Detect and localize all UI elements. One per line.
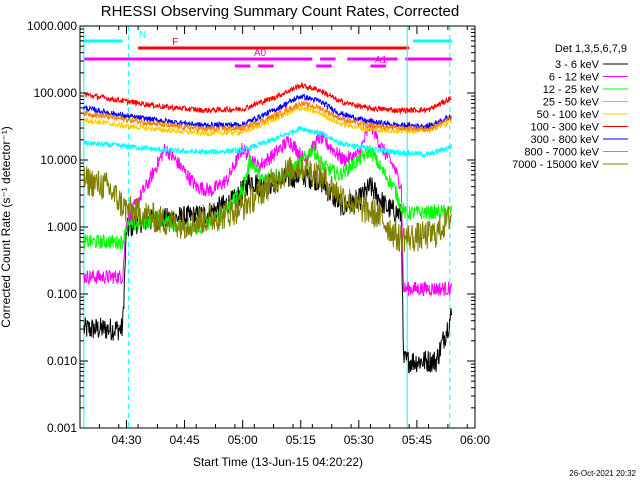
legend-label: 300 - 800 keV xyxy=(531,134,600,146)
flag-label-a0: A0 xyxy=(254,48,267,59)
series-line-4 xyxy=(83,105,452,137)
legend-title: Det 1,3,5,6,7,9 xyxy=(555,43,627,55)
y-tick-label: 10.000 xyxy=(40,153,77,167)
y-tick-label: 0.001 xyxy=(47,421,77,435)
observing-flags: N F A0 A1 xyxy=(83,30,452,68)
legend-label: 50 - 100 keV xyxy=(537,109,600,121)
y-tick-label: 1000.000 xyxy=(27,19,77,33)
series-line-3 xyxy=(83,125,452,158)
y-axis-label: Corrected Count Rate (s⁻¹ detector⁻¹) xyxy=(0,126,13,327)
series-line-6 xyxy=(83,93,452,130)
x-tick-label: 04:30 xyxy=(111,433,141,447)
legend-label: 12 - 25 keV xyxy=(543,84,600,96)
x-tick-label: 05:45 xyxy=(402,433,432,447)
legend-label: 100 - 300 keV xyxy=(531,122,600,134)
y-tick-label: 0.100 xyxy=(47,287,77,301)
timestamp: 26-Oct-2021 20:32 xyxy=(569,469,636,478)
y-axis: 0.001 0.010 0.100 1.000 10.000 100.000 1000.00… xyxy=(27,19,475,435)
x-tick-label: 04:45 xyxy=(170,433,200,447)
series-line-7 xyxy=(83,100,452,133)
x-tick-label: 05:30 xyxy=(344,433,374,447)
x-tick-label: 06:00 xyxy=(460,433,490,447)
y-tick-label: 0.010 xyxy=(47,354,77,368)
chart-title: RHESSI Observing Summary Count Rates, Co… xyxy=(101,3,459,20)
flag-label-n: N xyxy=(139,30,146,41)
series-line-8 xyxy=(83,152,452,252)
x-tick-label: 05:15 xyxy=(286,433,316,447)
series-line-2 xyxy=(83,143,452,250)
flag-label-f: F xyxy=(172,37,178,48)
series-line-1 xyxy=(83,117,452,297)
legend-label: 800 - 7000 keV xyxy=(524,147,599,159)
x-axis: 04:30 04:45 05:00 05:15 05:30 05:45 06:00 xyxy=(79,26,490,447)
y-tick-label: 1.000 xyxy=(47,220,77,234)
y-tick-label: 100.000 xyxy=(34,86,78,100)
x-axis-label: Start Time (13-Jun-15 04:20:22) xyxy=(193,455,363,469)
flag-label-a1: A1 xyxy=(375,55,388,66)
x-tick-label: 05:00 xyxy=(228,433,258,447)
series-group xyxy=(83,81,452,374)
legend-label: 7000 - 15000 keV xyxy=(512,159,600,171)
legend-label: 25 - 50 keV xyxy=(543,97,600,109)
legend-label: 3 - 6 keV xyxy=(555,59,600,71)
legend-label: 6 - 12 keV xyxy=(549,72,600,84)
series-line-5 xyxy=(83,81,452,116)
